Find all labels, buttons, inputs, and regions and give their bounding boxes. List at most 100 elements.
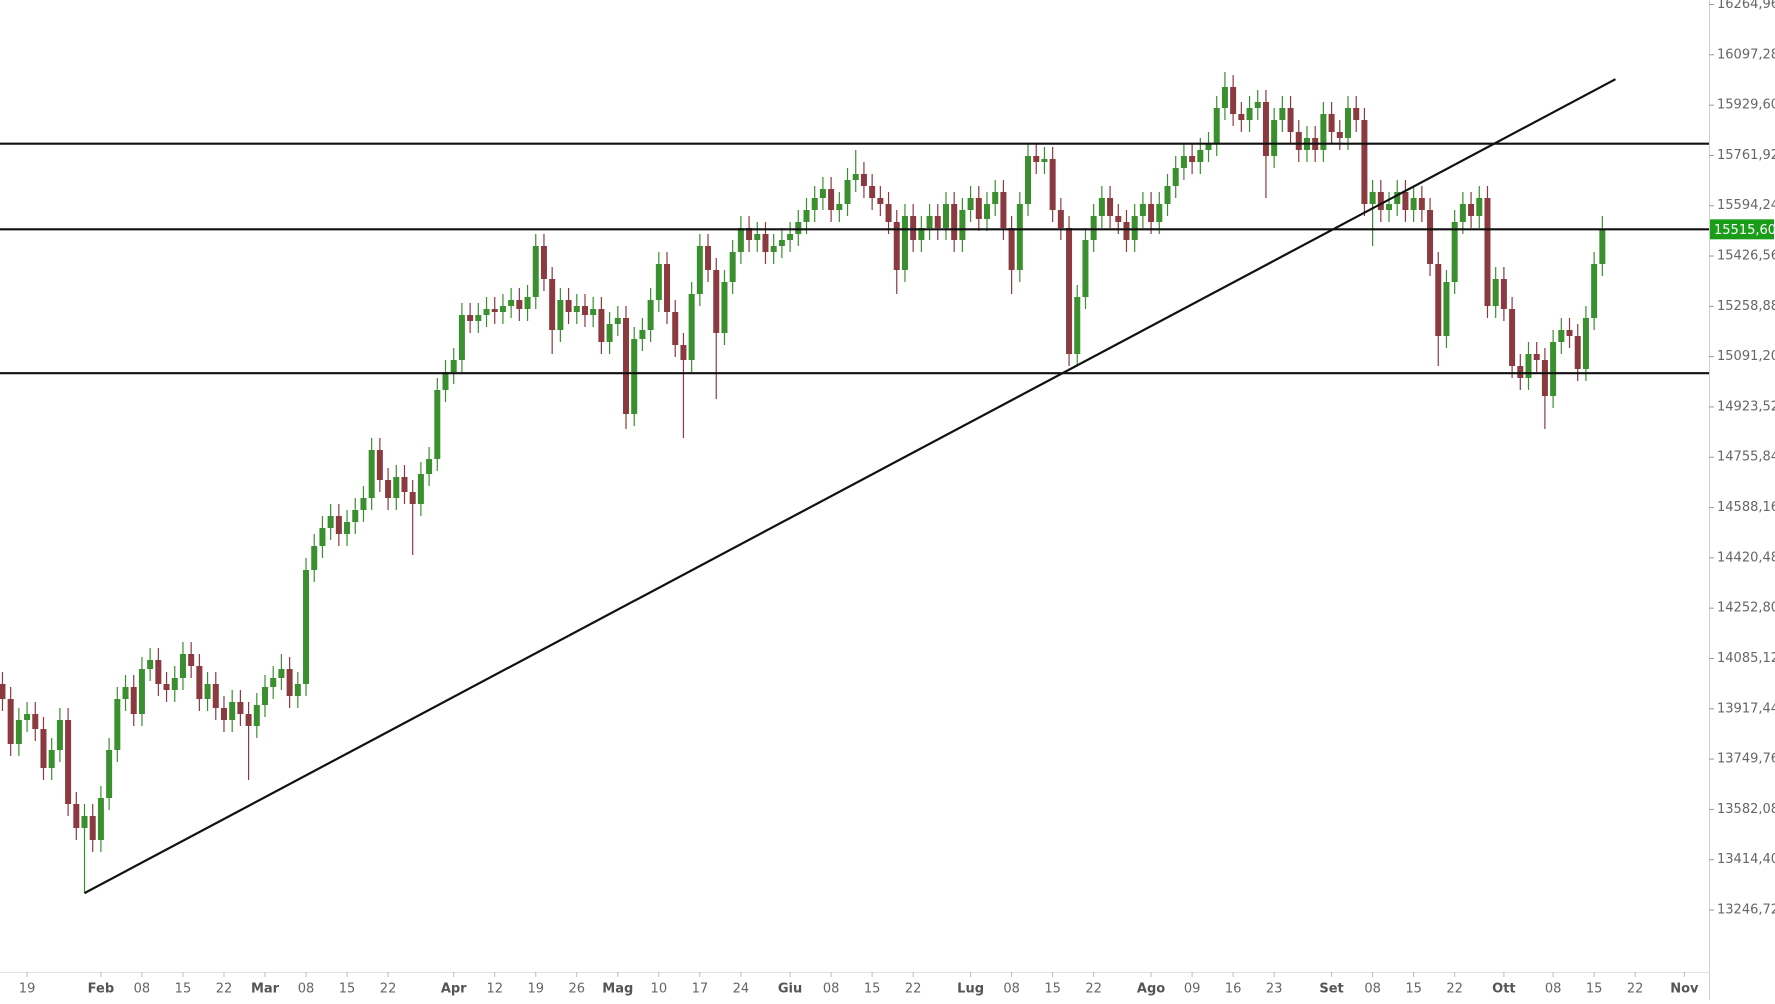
- candle-body: [1115, 216, 1122, 222]
- candle-body: [417, 474, 424, 504]
- candle-body: [434, 390, 441, 459]
- candle-body: [737, 228, 744, 252]
- x-tick-label: Ago: [1137, 982, 1165, 997]
- candle-body: [1443, 282, 1450, 336]
- x-tick-label: Set: [1319, 982, 1343, 997]
- candle-body: [951, 204, 958, 240]
- candle-body: [73, 804, 80, 828]
- candle-body: [1287, 108, 1294, 132]
- candle-body: [7, 699, 14, 744]
- candle-body: [1016, 204, 1023, 270]
- candle-body: [409, 492, 416, 504]
- candle-body: [1582, 318, 1589, 369]
- candle-body: [729, 252, 736, 282]
- x-tick-label: 08: [298, 982, 315, 997]
- candle-body: [1148, 204, 1155, 222]
- candle-body: [179, 654, 186, 678]
- candle-body: [89, 816, 96, 840]
- candle-body: [1131, 216, 1138, 240]
- y-tick-label: 14252,80: [1717, 601, 1775, 616]
- candle-body: [1107, 198, 1114, 216]
- candle-body: [212, 684, 219, 708]
- y-tick-label: 14588,16: [1717, 500, 1775, 515]
- candle-body: [540, 246, 547, 279]
- candle-body: [122, 687, 129, 699]
- candle-body: [344, 522, 351, 534]
- candle-body: [352, 510, 359, 522]
- candle-body: [467, 315, 474, 321]
- y-tick-label: 14420,48: [1717, 550, 1775, 565]
- candle-body: [1139, 204, 1146, 216]
- x-tick-label: 22: [216, 982, 233, 997]
- y-tick-label: 15929,60: [1717, 98, 1775, 113]
- last-price-tag: [1710, 219, 1774, 240]
- x-tick-label: 15: [1405, 982, 1422, 997]
- candle-body: [1574, 336, 1581, 369]
- candle-body: [1197, 150, 1204, 162]
- candle-body: [647, 300, 654, 330]
- y-tick-label: 16264,96: [1717, 0, 1775, 12]
- candle-body: [1230, 87, 1237, 114]
- candle-body: [130, 687, 137, 714]
- candle-body: [828, 189, 835, 210]
- y-tick-label: 14923,52: [1717, 399, 1775, 414]
- candle-body: [1279, 108, 1286, 120]
- candle-body: [1271, 120, 1278, 156]
- candle-body: [606, 324, 613, 342]
- y-tick-label: 15091,20: [1717, 349, 1775, 364]
- candle-body: [713, 270, 720, 333]
- x-tick-label: 26: [569, 982, 586, 997]
- candle-body: [1361, 120, 1368, 204]
- candle-body: [1033, 156, 1040, 162]
- x-tick-label: 22: [380, 982, 397, 997]
- y-tick-label: 13749,76: [1717, 752, 1775, 767]
- x-tick-label: Giu: [778, 982, 802, 997]
- candle-body: [220, 708, 227, 720]
- candle-body: [1156, 204, 1163, 222]
- candle-body: [1320, 114, 1327, 150]
- x-tick-label: 08: [134, 982, 151, 997]
- x-tick-label: 08: [1003, 982, 1020, 997]
- candle-body: [614, 318, 621, 324]
- y-tick-label: 15426,56: [1717, 249, 1775, 264]
- candle-body: [836, 204, 843, 210]
- x-tick-label: Apr: [441, 982, 467, 997]
- candle-body: [680, 345, 687, 360]
- candle-body: [147, 660, 154, 669]
- candle-body: [573, 306, 580, 312]
- candle-body: [385, 480, 392, 498]
- candle-body: [803, 210, 810, 222]
- x-tick-label: 22: [905, 982, 922, 997]
- candle-body: [532, 246, 539, 297]
- candle-body: [795, 222, 802, 234]
- candle-body: [688, 294, 695, 360]
- candle-body: [1049, 159, 1056, 210]
- candle-body: [1541, 360, 1548, 396]
- candle-body: [639, 330, 646, 339]
- x-tick-label: 08: [1545, 982, 1562, 997]
- candle-body: [311, 546, 318, 570]
- y-tick-label: 13414,40: [1717, 852, 1775, 867]
- candle-body: [1172, 168, 1179, 186]
- candle-body: [368, 450, 375, 498]
- candle-body: [237, 702, 244, 714]
- candle-body: [1353, 108, 1360, 120]
- candle-body: [48, 750, 55, 768]
- candle-body: [1090, 216, 1097, 240]
- candle-body: [1369, 192, 1376, 204]
- candle-body: [1345, 108, 1352, 138]
- candle-body: [376, 450, 383, 480]
- x-tick-label: 22: [1446, 982, 1463, 997]
- candle-body: [1238, 114, 1245, 120]
- candle-body: [196, 666, 203, 699]
- candle-body: [294, 684, 301, 696]
- candle-body: [967, 198, 974, 210]
- candle-body: [171, 678, 178, 690]
- candle-body: [1205, 144, 1212, 150]
- candle-body: [1098, 198, 1105, 216]
- x-tick-label: 15: [864, 982, 881, 997]
- candle-body: [696, 246, 703, 294]
- candle-body: [557, 300, 564, 330]
- candle-body: [1386, 204, 1393, 210]
